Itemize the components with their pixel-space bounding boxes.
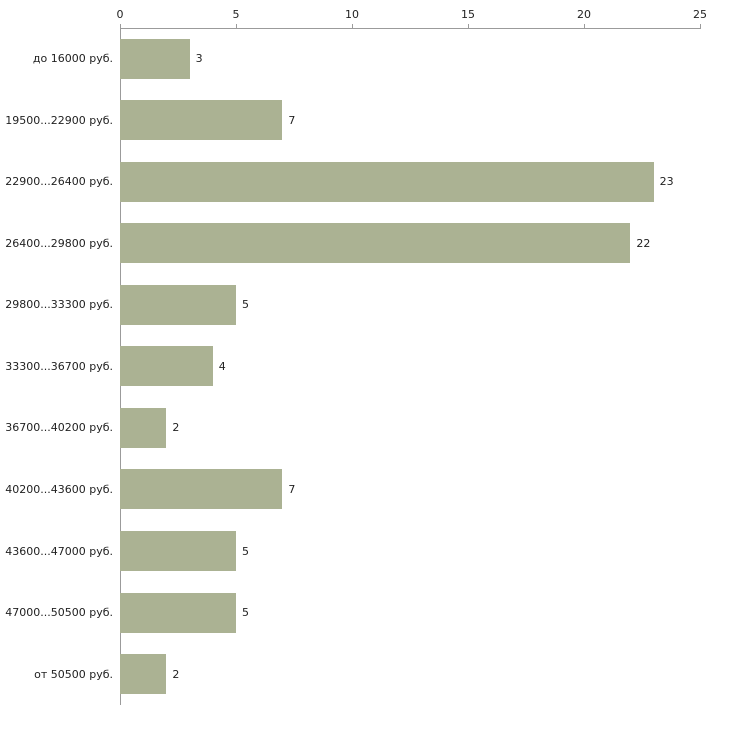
- bar-track: 5: [120, 582, 730, 644]
- bar-value-label: 4: [218, 359, 226, 373]
- bar: [120, 407, 167, 448]
- category-label: 33300...36700 руб.: [5, 359, 113, 373]
- bar-track: 3: [120, 28, 730, 90]
- category-label: до 16000 руб.: [32, 52, 113, 66]
- bar-row: 43600...47000 руб. 5: [0, 520, 730, 582]
- bar: [120, 100, 283, 141]
- bar: [120, 469, 283, 510]
- bar: [120, 592, 236, 633]
- bar-row: 36700...40200 руб. 2: [0, 397, 730, 459]
- bar: [120, 346, 213, 387]
- x-axis-tick-label: 20: [577, 8, 591, 21]
- bar-track: 7: [120, 90, 730, 152]
- x-axis-tick: [352, 24, 353, 28]
- bar-value-label: 5: [242, 298, 249, 312]
- bar-row: 33300...36700 руб. 4: [0, 336, 730, 398]
- bar-track: 2: [120, 397, 730, 459]
- bar-value-label: 7: [288, 482, 296, 496]
- x-axis-tick-label: 5: [232, 8, 240, 21]
- bar-rows: до 16000 руб. 3 19500...22900 руб. 7 22900..…: [0, 28, 730, 705]
- category-label: 26400...29800 руб.: [5, 236, 113, 250]
- category-label: 36700...40200 руб.: [5, 421, 113, 435]
- bar-value-label: 2: [172, 667, 180, 681]
- category-label: от 50500 руб.: [34, 667, 113, 681]
- bar-row: 22900...26400 руб. 23: [0, 151, 730, 213]
- bar-track: 2: [120, 643, 730, 705]
- bar-row: 47000...50500 руб. 5: [0, 582, 730, 644]
- bar: [120, 161, 654, 202]
- bar-row: 40200...43600 руб. 7: [0, 459, 730, 521]
- bar: [120, 38, 190, 79]
- bar: [120, 284, 236, 325]
- x-axis-tick-label: 15: [461, 8, 475, 21]
- x-axis-tick: [120, 24, 121, 28]
- bar-track: 5: [120, 274, 730, 336]
- x-axis-tick-label: 25: [693, 8, 707, 21]
- bar-track: 22: [120, 213, 730, 275]
- bar-value-label: 2: [172, 421, 180, 435]
- bar-row: от 50500 руб. 2: [0, 643, 730, 705]
- x-axis-tick: [468, 24, 469, 28]
- bar-row: 29800...33300 руб. 5: [0, 274, 730, 336]
- x-axis-tick-label: 0: [116, 8, 124, 21]
- category-label: 22900...26400 руб.: [5, 175, 113, 189]
- bar-track: 7: [120, 459, 730, 521]
- x-axis-tick-label: 10: [345, 8, 359, 21]
- bar-value-label: 22: [636, 236, 651, 250]
- bar-value-label: 5: [242, 544, 249, 558]
- x-axis-tick: [584, 24, 585, 28]
- bar-track: 23: [120, 151, 730, 213]
- bar-value-label: 23: [659, 175, 674, 189]
- category-label: 40200...43600 руб.: [5, 482, 113, 496]
- category-label: 19500...22900 руб.: [5, 113, 113, 127]
- bar-value-label: 7: [288, 113, 296, 127]
- category-label: 29800...33300 руб.: [5, 298, 113, 312]
- bar-value-label: 5: [242, 606, 249, 620]
- bar: [120, 531, 236, 572]
- category-label: 43600...47000 руб.: [5, 544, 113, 558]
- x-axis-tick: [700, 24, 701, 28]
- bar-value-label: 3: [195, 52, 203, 66]
- bar-track: 5: [120, 520, 730, 582]
- bar-row: 19500...22900 руб. 7: [0, 90, 730, 152]
- x-axis-tick: [236, 24, 237, 28]
- bar-track: 4: [120, 336, 730, 398]
- category-label: 47000...50500 руб.: [5, 606, 113, 620]
- bar: [120, 654, 167, 695]
- bar-row: до 16000 руб. 3: [0, 28, 730, 90]
- bar: [120, 223, 631, 264]
- bar-row: 26400...29800 руб. 22: [0, 213, 730, 275]
- x-axis-line: [120, 28, 701, 29]
